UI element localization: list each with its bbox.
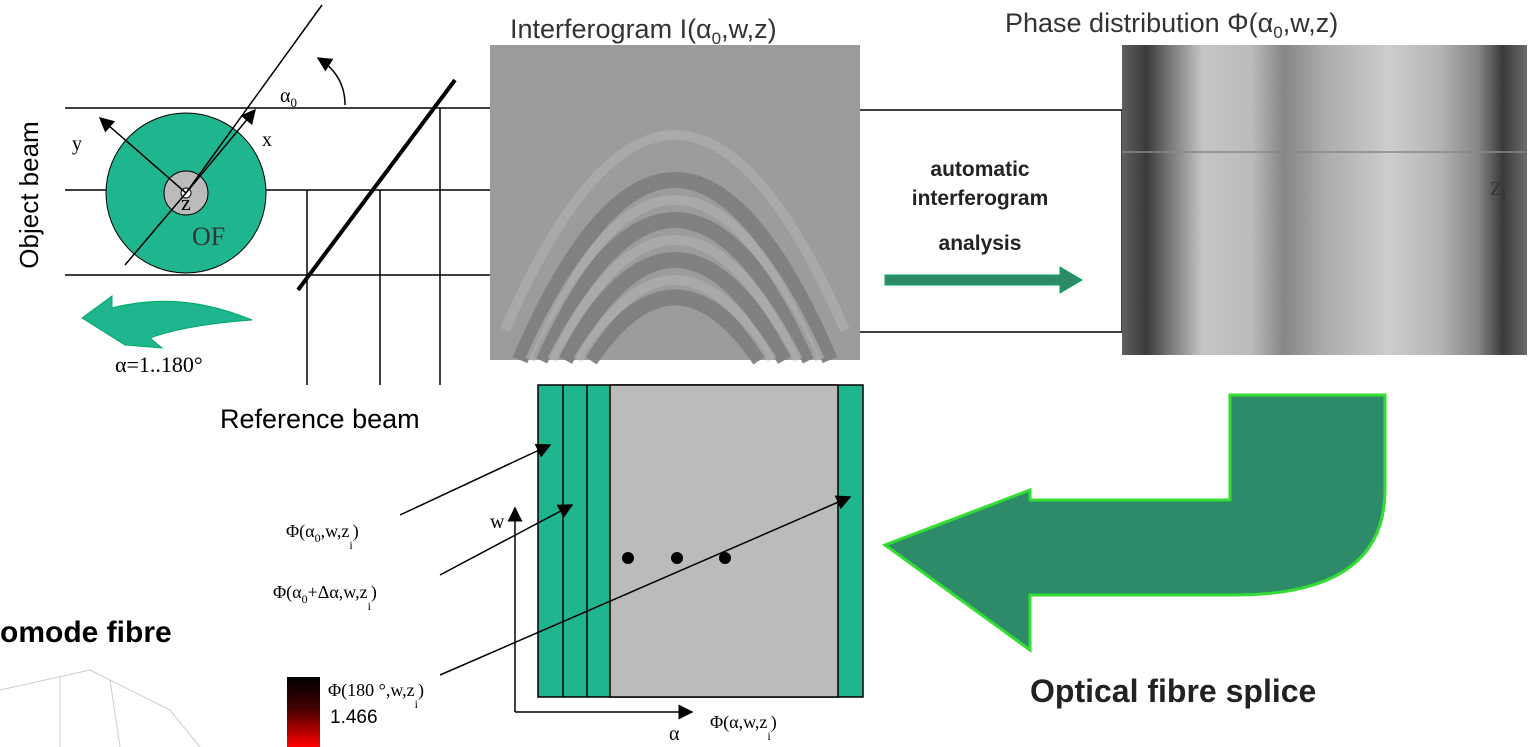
text-part: Φ(α,w,z	[710, 712, 767, 733]
text-part: )	[353, 521, 359, 542]
text-part: Phase distribution Φ(α	[1005, 8, 1273, 38]
text-part: i	[1502, 188, 1506, 203]
phase-title: Phase distribution Φ(α0,w,z)	[1005, 8, 1338, 42]
right-caption: Optical fibre splice	[1030, 673, 1316, 709]
text-part: Interferogram I(α	[510, 14, 712, 44]
text-part: ,w,z)	[1283, 8, 1339, 38]
angle-label: α0	[280, 85, 297, 110]
object-beam-label: Object beam	[14, 121, 44, 268]
x-axis-label: x	[262, 129, 272, 151]
text-part: ,w,z)	[721, 14, 777, 44]
text-part: )	[371, 582, 377, 603]
text-part: ,w,z	[321, 521, 350, 541]
analysis-text: interferogram	[912, 187, 1049, 210]
text-part: 0	[290, 95, 297, 110]
analysis-box	[860, 110, 1125, 332]
diagram: α0 y x z OF Object beam α=1..180° Refere…	[0, 0, 1532, 747]
analysis-text: automatic	[930, 158, 1030, 181]
analysis-text: analysis	[939, 232, 1022, 255]
surface-sketch	[0, 670, 200, 747]
w-axis-label: w	[490, 511, 505, 533]
phase-label: Φ(α0,w,zi)	[286, 521, 359, 552]
text-part: Φ(180 °,w,z	[328, 680, 415, 701]
text-part: Z	[1490, 178, 1502, 200]
reference-beam-label: Reference beam	[220, 404, 420, 434]
mirror	[298, 80, 455, 290]
sinogram	[538, 385, 863, 697]
fibre-label: OF	[192, 222, 225, 251]
result-label: Φ(α,w,zi)	[710, 712, 777, 743]
colorbar-value: 1.466	[330, 707, 378, 728]
left-caption: omode fibre	[0, 616, 172, 649]
interferogram-image	[490, 45, 860, 360]
z-axis-label: z	[181, 190, 191, 215]
rotation-label: α=1..180°	[115, 352, 203, 377]
text-part: Φ(α	[286, 521, 315, 542]
text-part: )	[418, 680, 424, 701]
return-arrow	[885, 395, 1385, 650]
interferogram-title: Interferogram I(α0,w,z)	[510, 14, 777, 48]
text-part: 0	[1273, 23, 1282, 42]
text-part: Φ(α	[273, 582, 302, 603]
phase-label: Φ(α0+Δα,w,zi)	[273, 582, 377, 613]
phase-image	[1122, 45, 1527, 355]
y-axis-label: y	[72, 133, 82, 155]
text-part: 0	[712, 29, 721, 48]
text-part: +Δα,w,z	[308, 582, 368, 602]
analysis-arrow	[885, 267, 1082, 293]
text-part: α	[280, 85, 291, 107]
alpha-axis-label: α	[669, 723, 680, 745]
text-part: )	[771, 712, 777, 733]
colorbar	[287, 677, 320, 747]
rotation-arrow	[82, 296, 252, 348]
